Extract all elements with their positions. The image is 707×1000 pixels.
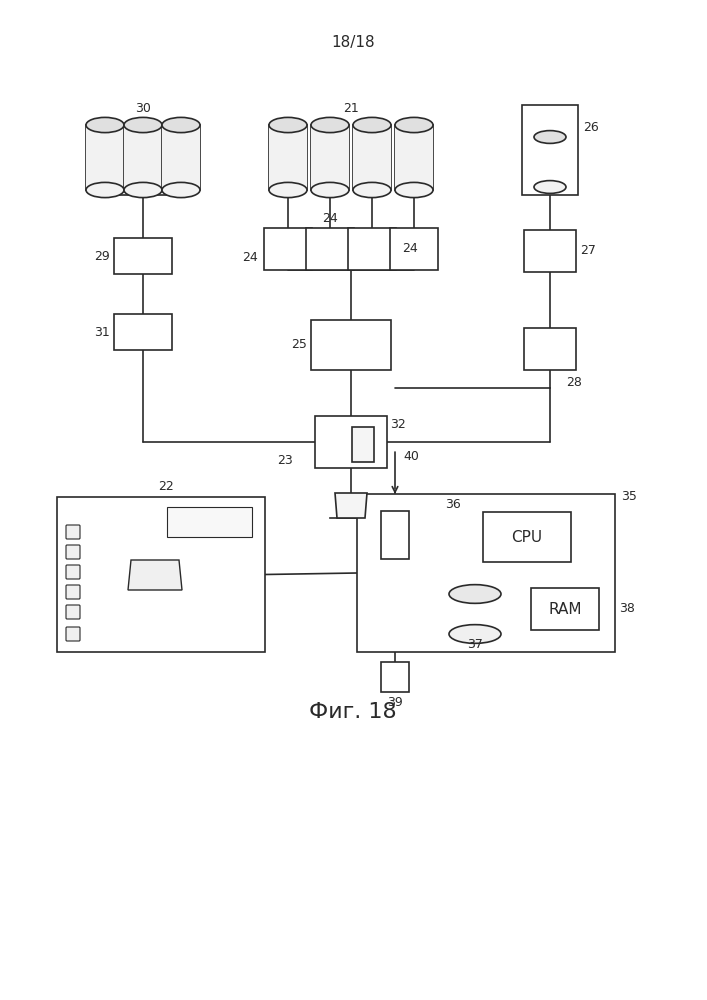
Text: 24: 24 bbox=[243, 251, 258, 264]
Text: 36: 36 bbox=[445, 497, 461, 510]
Circle shape bbox=[211, 621, 217, 627]
Ellipse shape bbox=[124, 182, 162, 198]
Polygon shape bbox=[162, 125, 200, 190]
FancyBboxPatch shape bbox=[66, 565, 80, 579]
Text: CPU: CPU bbox=[511, 530, 542, 544]
Polygon shape bbox=[524, 328, 576, 370]
Ellipse shape bbox=[162, 182, 200, 198]
Polygon shape bbox=[311, 125, 349, 190]
Polygon shape bbox=[124, 125, 162, 190]
Text: Фиг. 18: Фиг. 18 bbox=[309, 702, 397, 722]
Polygon shape bbox=[167, 507, 252, 537]
Text: 33: 33 bbox=[381, 504, 397, 516]
Ellipse shape bbox=[353, 117, 391, 133]
Polygon shape bbox=[311, 320, 391, 370]
Polygon shape bbox=[522, 105, 578, 195]
Text: 26: 26 bbox=[583, 121, 599, 134]
Text: 28: 28 bbox=[566, 375, 582, 388]
Text: 40: 40 bbox=[403, 450, 419, 464]
Ellipse shape bbox=[353, 182, 391, 198]
Ellipse shape bbox=[311, 182, 349, 198]
FancyBboxPatch shape bbox=[66, 545, 80, 559]
Ellipse shape bbox=[395, 117, 433, 133]
Polygon shape bbox=[483, 512, 571, 562]
Text: 24: 24 bbox=[322, 212, 338, 225]
Polygon shape bbox=[315, 416, 387, 468]
FancyBboxPatch shape bbox=[66, 525, 80, 539]
Polygon shape bbox=[357, 494, 615, 652]
Polygon shape bbox=[531, 588, 599, 630]
Ellipse shape bbox=[269, 182, 307, 198]
FancyBboxPatch shape bbox=[66, 585, 80, 599]
Text: 27: 27 bbox=[580, 244, 596, 257]
Text: 21: 21 bbox=[343, 103, 359, 115]
Text: 22: 22 bbox=[158, 481, 174, 493]
Text: 31: 31 bbox=[94, 326, 110, 338]
Text: 39: 39 bbox=[387, 696, 403, 708]
Polygon shape bbox=[381, 511, 409, 559]
Polygon shape bbox=[264, 228, 312, 270]
Polygon shape bbox=[353, 125, 391, 190]
Text: 35: 35 bbox=[621, 490, 637, 504]
Ellipse shape bbox=[124, 117, 162, 133]
Polygon shape bbox=[128, 560, 182, 590]
Text: 29: 29 bbox=[94, 249, 110, 262]
Ellipse shape bbox=[534, 181, 566, 193]
Polygon shape bbox=[57, 497, 265, 652]
Polygon shape bbox=[534, 137, 566, 187]
Ellipse shape bbox=[269, 117, 307, 133]
Text: 30: 30 bbox=[135, 103, 151, 115]
Text: 37: 37 bbox=[467, 639, 483, 652]
Polygon shape bbox=[352, 427, 374, 462]
Polygon shape bbox=[449, 594, 501, 634]
Ellipse shape bbox=[86, 182, 124, 198]
Ellipse shape bbox=[311, 117, 349, 133]
Ellipse shape bbox=[449, 585, 501, 603]
Polygon shape bbox=[348, 228, 396, 270]
Text: 25: 25 bbox=[291, 338, 307, 352]
Text: 23: 23 bbox=[277, 454, 293, 466]
Polygon shape bbox=[306, 228, 354, 270]
Polygon shape bbox=[114, 238, 172, 274]
FancyBboxPatch shape bbox=[66, 605, 80, 619]
FancyBboxPatch shape bbox=[66, 627, 80, 641]
Text: 32: 32 bbox=[390, 418, 406, 430]
Text: 24: 24 bbox=[402, 242, 418, 255]
Polygon shape bbox=[269, 125, 307, 190]
Polygon shape bbox=[390, 228, 438, 270]
Ellipse shape bbox=[162, 117, 200, 133]
Ellipse shape bbox=[534, 131, 566, 143]
Text: 18/18: 18/18 bbox=[331, 34, 375, 49]
Ellipse shape bbox=[449, 625, 501, 643]
Polygon shape bbox=[335, 493, 367, 518]
Polygon shape bbox=[381, 662, 409, 692]
Ellipse shape bbox=[86, 117, 124, 133]
Polygon shape bbox=[114, 314, 172, 350]
Polygon shape bbox=[395, 125, 433, 190]
Text: 38: 38 bbox=[619, 602, 635, 615]
Polygon shape bbox=[86, 125, 124, 190]
Ellipse shape bbox=[395, 182, 433, 198]
Polygon shape bbox=[524, 230, 576, 272]
Text: RAM: RAM bbox=[548, 601, 582, 616]
